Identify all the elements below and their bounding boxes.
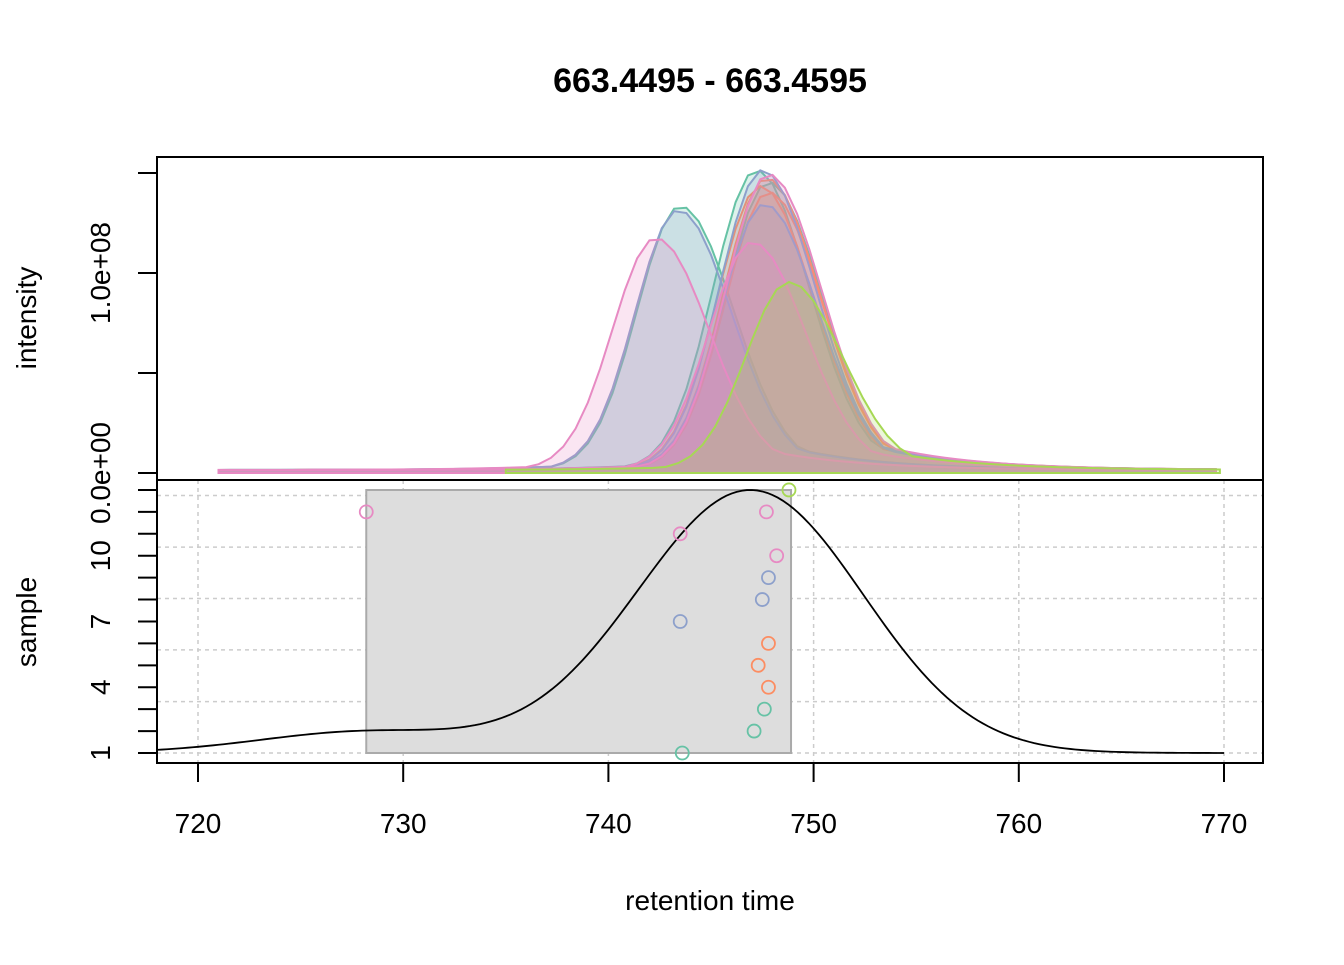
x-tick-label: 750 <box>790 808 837 839</box>
x-tick-label: 720 <box>175 808 222 839</box>
peak-point-sample-1 <box>674 745 690 761</box>
y-tick-label: 1 <box>85 745 116 761</box>
x-tick-label: 760 <box>995 808 1042 839</box>
chart-title: 663.4495 - 663.4595 <box>553 62 867 100</box>
feature-range-rect <box>365 489 793 754</box>
peak-point-sample-12 <box>759 504 774 520</box>
chromatogram-panel: 0.0e+00 1.0e+08 <box>85 156 1264 524</box>
peak-point-sample-5 <box>750 657 766 673</box>
peak-point-sample-7 <box>672 614 688 629</box>
x-tick-label: 740 <box>585 808 632 839</box>
x-axis-label: retention time <box>625 885 795 916</box>
y-tick-label: 10 <box>85 540 116 571</box>
y-axis-label-intensity: intensity <box>11 267 42 370</box>
peak-point-sample-2 <box>746 723 762 739</box>
peak-point-sample-8 <box>754 592 770 607</box>
peak-point-sample-3 <box>756 701 772 717</box>
y-tick-label: 1.0e+08 <box>85 222 116 324</box>
density-panel-frame <box>156 479 1264 764</box>
density-curve <box>156 489 1225 754</box>
peak-point-sample-11 <box>672 526 688 542</box>
peak-point-sample-13 <box>781 482 797 498</box>
chromatogram-sample-13 <box>504 280 1221 474</box>
peak-point-sample-6 <box>761 636 776 651</box>
y-axis-label-sample: sample <box>11 577 42 667</box>
peak-point-sample-10 <box>769 548 785 564</box>
x-tick-label: 730 <box>380 808 427 839</box>
y-tick-label: 0.0e+00 <box>85 422 116 524</box>
peak-point-sample-9 <box>761 570 776 586</box>
y-tick-label: 4 <box>85 679 116 695</box>
y-tick-label: 7 <box>85 614 116 630</box>
peak-point-sample-12 <box>358 504 374 520</box>
peak-point-sample-4 <box>761 679 776 695</box>
x-tick-label: 770 <box>1201 808 1248 839</box>
